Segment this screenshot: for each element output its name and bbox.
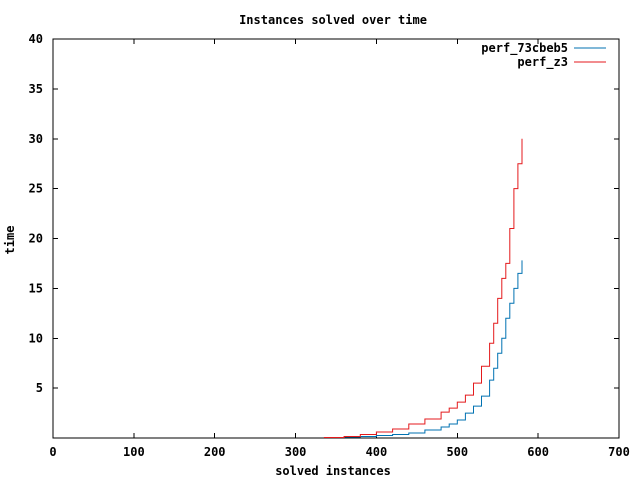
y-axis-label: time (3, 226, 17, 255)
x-tick-label: 100 (123, 445, 145, 459)
x-tick-label: 500 (446, 445, 468, 459)
x-tick-label: 700 (608, 445, 630, 459)
y-tick-label: 10 (29, 331, 43, 345)
y-tick-label: 40 (29, 32, 43, 46)
x-tick-label: 400 (366, 445, 388, 459)
y-tick-label: 30 (29, 132, 43, 146)
x-tick-label: 0 (49, 445, 56, 459)
plot-frame (52, 38, 620, 439)
y-tick-label: 25 (29, 182, 43, 196)
legend-label-1: perf_z3 (517, 55, 568, 70)
x-tick-label: 600 (527, 445, 549, 459)
series-line-0 (327, 260, 523, 438)
y-tick-label: 20 (29, 232, 43, 246)
x-tick-label: 300 (285, 445, 307, 459)
y-tick-label: 15 (29, 281, 43, 295)
y-tick-label: 5 (36, 381, 43, 395)
series-group (323, 138, 523, 438)
y-tick-label: 35 (29, 82, 43, 96)
legend-label-0: perf_73cbeb5 (481, 41, 568, 56)
x-tick-label: 200 (204, 445, 226, 459)
y-axis: 5 10 15 20 25 30 35 40 (29, 32, 619, 395)
x-axis: 0 100 200 300 400 500 600 700 (49, 39, 630, 459)
series-line-1 (323, 138, 523, 438)
x-axis-label: solved instances (275, 464, 391, 478)
chart-title: Instances solved over time (239, 13, 427, 27)
